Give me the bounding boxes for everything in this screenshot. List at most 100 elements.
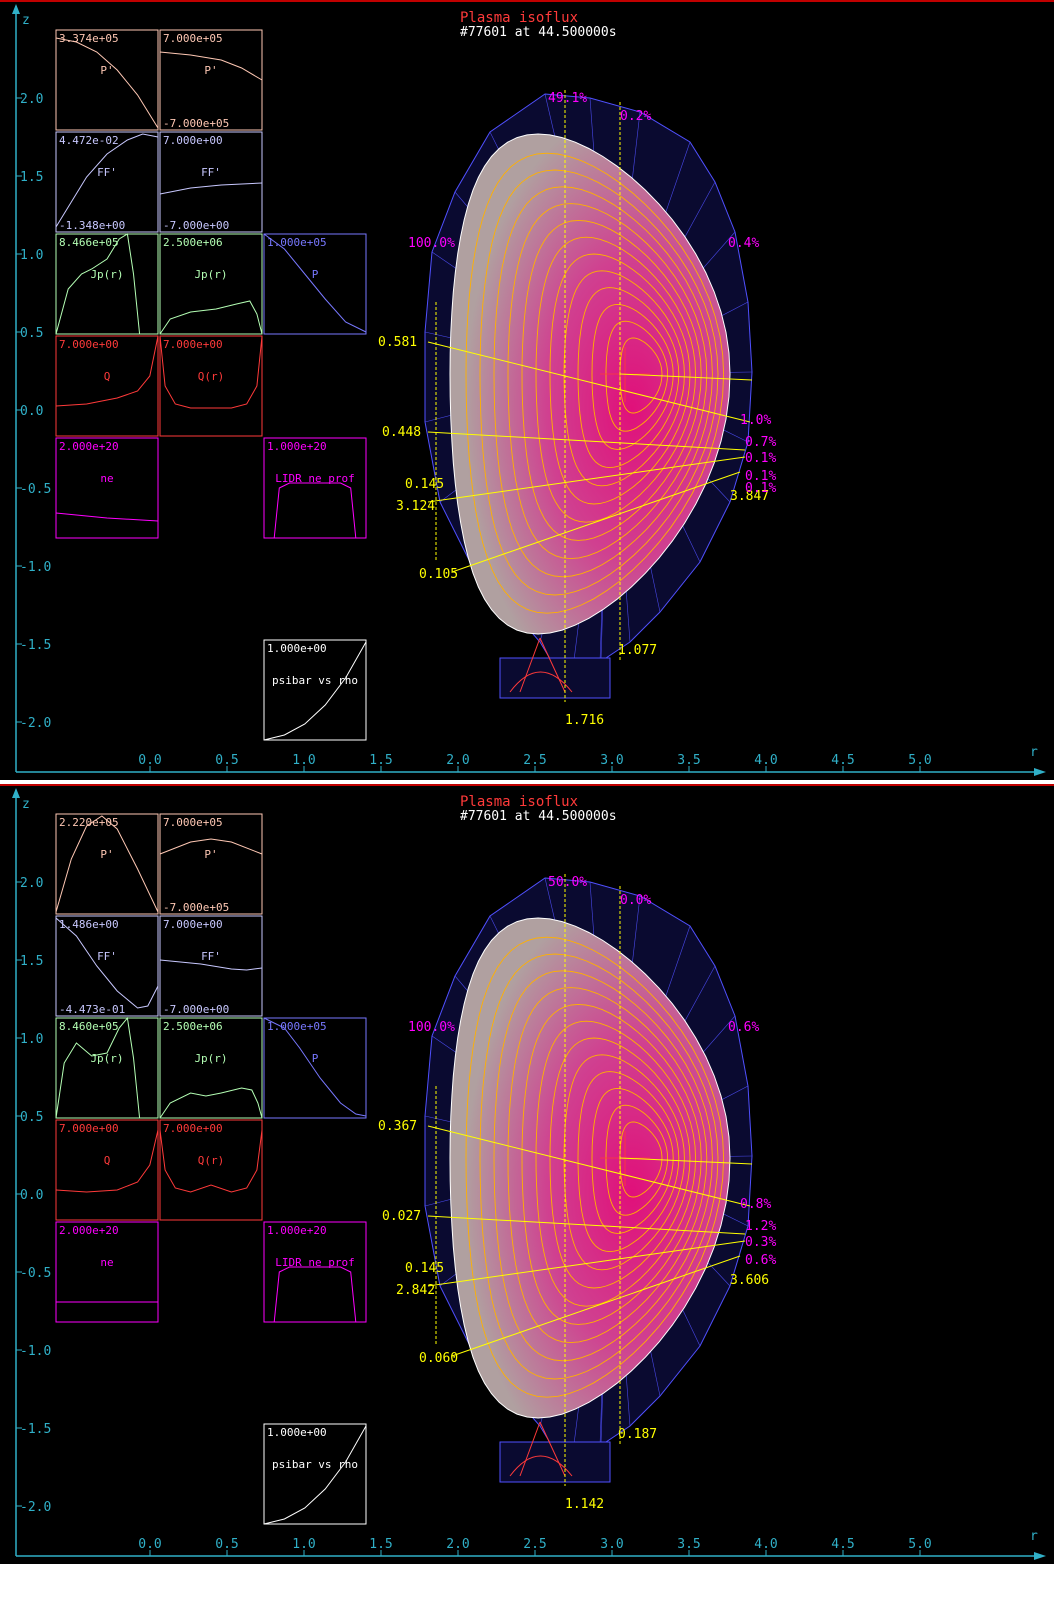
p1-x-tick-label: 3.0 [600,1537,623,1552]
p0-inset-name-label: Jp(r) [194,268,227,281]
p0-inset-curve [55,133,159,228]
p0-y-tick-label: 1.0 [20,248,43,263]
p1-los-value-label: 2.842 [396,1283,435,1298]
p0-los-value-label: 0.145 [405,477,444,492]
p1-separatrix-leg [539,1421,566,1477]
p1-inset-curve [273,1266,357,1323]
p0-los-value-label: 1.077 [618,643,657,658]
p1-chart-subtitle: #77601 at 44.500000s [460,809,617,824]
p1-los-oblique [427,1240,746,1287]
p0-inset-max-label: 2.000e+20 [59,440,119,453]
p0-inset-frame [263,437,367,539]
p0-flux-contour [577,287,680,469]
p1-inset-max-label: 7.000e+00 [59,1122,119,1135]
p0-flux-contour [563,270,685,487]
p0-pct-label: 0.1% [745,481,776,496]
p1-inset-max-label: 2.000e+20 [59,1224,119,1237]
p1-inset-curve [159,1129,263,1193]
p1-y-tick-label: 0.0 [20,1188,43,1203]
p1-inset-curve [263,1017,367,1117]
p1-inset-5: 2.500e+06 Jp(r) [159,1017,263,1119]
p0-inset-curve [55,233,158,335]
p1-pct-label: 100.0% [408,1020,455,1035]
p0-y-axis-arrow [12,4,20,14]
p1-inset-1: 7.000e+05 -7.000e+05 P' [159,813,263,915]
p1-y-tick-label: -2.0 [20,1500,51,1515]
p0-inset-curve [263,233,367,333]
p1-inset-curve [159,1087,263,1119]
isoflux-panel-bottom: z r 2.0 1.5 1.0 0.5 0.0 -0.5 -1.0 -1.5 -2.0 0.0 0.5 1… [0,784,1054,1564]
p1-divertor-leg [509,1455,573,1477]
p0-x-tick-label: 0.0 [138,753,161,768]
p1-flux-contour [549,1037,691,1289]
p0-inset-1: 7.000e+05 -7.000e+05 P' [159,29,263,131]
isoflux-chart-top: z r 2.0 1.5 1.0 0.5 0.0 -0.5 -1.0 -1.5 -2.0 0.0 0.5 1… [12,4,1046,776]
p1-x-tick-label: 5.0 [908,1537,931,1552]
p0-inset-frame [159,335,263,437]
p1-los-value-label: 1.142 [565,1497,604,1512]
p1-inset-10: 1.000e+20 LIDR ne prof [263,1221,367,1323]
p0-inset-frame [159,233,263,335]
p1-x-tick-label: 1.5 [369,1537,392,1552]
p1-inset-7: 7.000e+00 Q [55,1119,159,1221]
p0-los-oblique [427,456,746,503]
p1-inset-min-label: -4.473e-01 [59,1003,125,1016]
p0-inset-curve [159,51,263,81]
p0-flux-contour [507,203,708,560]
p0-pct-label: 100.0% [408,236,455,251]
p0-inset-8: 7.000e+00 Q(r) [159,335,263,437]
p0-pct-label: 0.1% [745,451,776,466]
p1-divertor-region [499,1441,611,1483]
p0-los-value-label: 0.105 [419,567,458,582]
p1-separatrix-leg [519,1421,541,1477]
p1-inset-name-label: LIDR ne prof [275,1256,354,1269]
p0-inset-max-label: 8.466e+05 [59,236,119,249]
p0-inset-9: 2.000e+20 ne [55,437,159,539]
p0-inset-max-label: 1.000e+00 [267,642,327,655]
p0-chart-title: Plasma isoflux [460,10,578,26]
p0-inset-7: 7.000e+00 Q [55,335,159,437]
p1-flux-contour [521,1003,702,1325]
p1-inset-curve [159,838,263,855]
p1-y-tick-label: 1.5 [20,954,43,969]
p1-y-tick-label: 2.0 [20,876,43,891]
p0-los-oblique [427,431,746,451]
p1-los-oblique [451,1255,741,1357]
p0-y-tick-label: -1.5 [20,638,51,653]
p0-flux-contour [549,253,691,505]
p1-los-horizontal [619,1157,753,1165]
p0-y-tick-label: 2.0 [20,92,43,107]
isoflux-panel-top: z r 2.0 1.5 1.0 0.5 0.0 -0.5 -1.0 -1.5 -2.0 0.0 0.5 1… [0,0,1054,780]
p1-pct-label: 0.3% [745,1235,776,1250]
p0-inset-max-label: 7.000e+00 [163,338,223,351]
p0-inset-curve [273,482,357,539]
p0-flux-contour [479,169,719,596]
p0-x-tick-label: 1.5 [369,753,392,768]
p0-pct-label: 49.1% [548,91,587,106]
p0-los-value-label: 3.847 [730,489,769,504]
p0-x-tick-label: 4.5 [831,753,854,768]
p1-y-tick-label: 0.5 [20,1110,43,1125]
p1-inset-max-label: 1.486e+00 [59,918,119,931]
p0-los-oblique [427,341,751,423]
p0-inset-5: 2.500e+06 Jp(r) [159,233,263,335]
p0-inset-10: 1.000e+20 LIDR ne prof [263,437,367,539]
p1-inset-curve [55,917,159,1009]
p1-y-tick-label: 1.0 [20,1032,43,1047]
p1-inset-max-label: 1.000e+20 [267,1224,327,1237]
p1-inset-name-label: ne [100,1256,113,1269]
p0-x-tick-label: 3.5 [677,753,700,768]
p1-inset-frame [159,813,263,915]
p1-inset-name-label: psibar vs rho [272,1458,358,1471]
p1-inset-curve [55,1016,158,1119]
p0-inset-max-label: 1.000e+05 [267,236,327,249]
p1-flux-contour [577,1071,680,1253]
p1-los-oblique [427,1215,746,1235]
p0-y-tick-label: -1.0 [20,560,51,575]
p1-x-tick-label: 0.0 [138,1537,161,1552]
p0-x-tick-label: 4.0 [754,753,777,768]
p1-inset-frame [159,1017,263,1119]
p1-flux-contour [493,970,713,1362]
p0-x-axis-label: r [1030,745,1038,760]
p0-x-tick-label: 2.0 [446,753,469,768]
